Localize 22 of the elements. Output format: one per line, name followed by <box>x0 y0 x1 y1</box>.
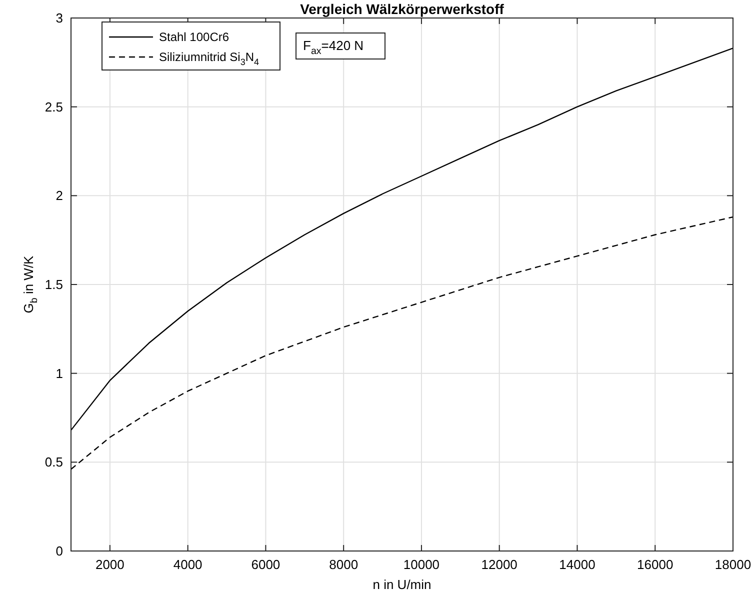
x-tick-label: 16000 <box>637 557 674 572</box>
x-axis-title: n in U/min <box>372 577 432 592</box>
x-tick-label: 4000 <box>173 557 202 572</box>
x-tick-label: 8000 <box>329 557 358 572</box>
x-tick-label: 6000 <box>251 557 280 572</box>
x-tick-label: 2000 <box>95 557 124 572</box>
y-tick-label: 0.5 <box>44 454 63 470</box>
y-tick-label: 1 <box>56 366 63 381</box>
legend-label: Stahl 100Cr6 <box>159 30 230 44</box>
x-tick-label: 14000 <box>559 557 596 572</box>
x-tick-label: 10000 <box>403 557 440 572</box>
line-series <box>70 216 734 470</box>
y-tick-label: 3 <box>56 10 63 26</box>
y-tick-label: 1.5 <box>44 277 63 292</box>
legend-label: Siliziumnitrid Si$_{3}$N$_{4}$ <box>159 50 260 67</box>
x-tick-label: 18000 <box>714 557 752 572</box>
chart-title: Vergleich Wälzkörperwerkstoff <box>300 1 504 17</box>
y-tick-label: 2 <box>56 188 63 204</box>
y-tick-label: 2.5 <box>44 99 63 114</box>
annotation: F$_{ax}$=420 N <box>303 38 364 57</box>
x-tick-label: 12000 <box>481 557 518 572</box>
y-tick-label: 0 <box>56 544 63 558</box>
